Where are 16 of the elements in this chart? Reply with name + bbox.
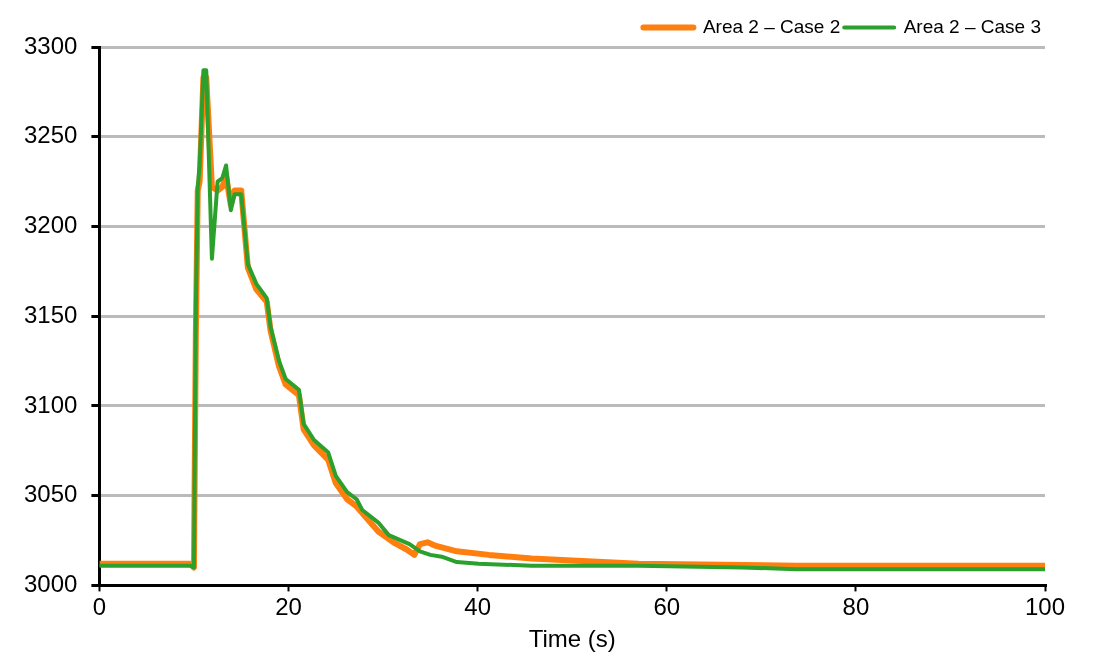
y-tick-label: 3150 xyxy=(24,300,78,328)
x-axis-title: Time (s) xyxy=(528,625,616,653)
y-tick-label: 3200 xyxy=(24,211,78,239)
y-tick-label: 3100 xyxy=(24,390,78,418)
x-tick-label: 20 xyxy=(275,593,302,621)
legend-label: Area 2 – Case 2 xyxy=(702,15,841,37)
x-tick-label: 60 xyxy=(653,593,681,621)
y-tick-label: 3000 xyxy=(24,570,78,598)
y-tick-label: 3300 xyxy=(24,31,78,59)
x-tick-label: 80 xyxy=(842,593,870,621)
y-tick-label: 3250 xyxy=(24,121,78,149)
x-tick-label: 0 xyxy=(92,593,107,621)
legend-label: Area 2 – Case 3 xyxy=(903,15,1042,37)
x-tick-label: 40 xyxy=(464,593,491,621)
x-tick-label: 100 xyxy=(1024,593,1066,621)
y-tick-label: 3050 xyxy=(24,480,78,508)
